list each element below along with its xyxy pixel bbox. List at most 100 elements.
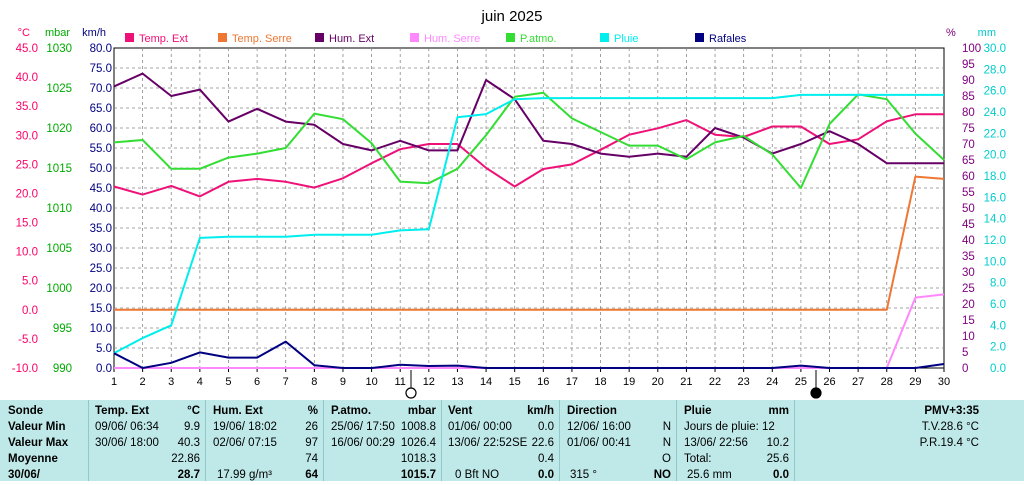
kmh-unit-label: km/h — [82, 27, 106, 39]
x-tick-label: 3 — [168, 376, 174, 388]
mm-tick-label: 4.0 — [990, 320, 1006, 332]
series-lines — [113, 72, 945, 369]
kmh-tick-label: 55.0 — [90, 143, 112, 155]
temp-tick-label: -5.0 — [18, 334, 38, 346]
x-tick-label: 5 — [225, 376, 231, 388]
stats-pmv: PMV+3:35 T.V.28.6 °C P.R.19.4 °C — [794, 400, 1024, 481]
legend-label: Temp. Serre — [232, 33, 292, 45]
series-line — [114, 175, 945, 311]
kmh-tick-label: 65.0 — [90, 103, 112, 115]
mbar-tick-label: 1015 — [46, 163, 72, 175]
legend-label: Pluie — [614, 33, 638, 45]
mbar-tick-label: 1000 — [46, 283, 72, 295]
mm-tick-label: 24.0 — [984, 107, 1006, 119]
stats-patmo: P.atmo. mbar 25/06/ 17:50 1008.8 16/06/ 00… — [323, 400, 442, 481]
pct-unit-label: % — [946, 27, 956, 39]
x-tick-label: 13 — [451, 376, 463, 388]
pct-tick-label: 55 — [962, 187, 975, 199]
x-tick-label: 9 — [340, 376, 346, 388]
temp-tick-label: 45.0 — [16, 43, 38, 55]
mm-tick-label: 30.0 — [984, 43, 1006, 55]
pct-tick-label: 50 — [962, 203, 975, 215]
kmh-tick-label: 20.0 — [90, 283, 112, 295]
mm-tick-label: 10.0 — [984, 256, 1006, 268]
kmh-tick-label: 10.0 — [90, 323, 112, 335]
temp-tick-label: 0.0 — [22, 305, 38, 317]
legend-swatch — [695, 33, 704, 42]
pct-tick-label: 25 — [962, 283, 975, 295]
series-line — [113, 340, 945, 369]
mbar-unit-label: mbar — [45, 27, 70, 39]
x-tick-label: 17 — [566, 376, 578, 388]
x-tick-label: 25 — [795, 376, 807, 388]
kmh-tick-label: 45.0 — [90, 183, 112, 195]
legend-swatch — [600, 33, 609, 42]
temp-unit-label: °C — [18, 27, 30, 39]
pct-tick-label: 60 — [962, 171, 975, 183]
x-tick-label: 8 — [311, 376, 317, 388]
x-tick-label: 29 — [909, 376, 921, 388]
x-tick-label: 15 — [509, 376, 521, 388]
stats-temp: Temp. Ext °C 09/06/ 06:34 9.9 30/06/ 18:00… — [88, 400, 206, 481]
legend-label: Temp. Ext — [139, 33, 188, 45]
pct-tick-label: 95 — [962, 59, 975, 71]
legend-swatch — [315, 33, 324, 42]
mbar-tick-label: 1020 — [46, 123, 72, 135]
mm-tick-label: 8.0 — [990, 278, 1006, 290]
weather-chart: juin 2025 1 2 3 4 5 6 7 8 9 10 11 12 13 14 15 16 17 18 19 2… — [12, 8, 1006, 399]
kmh-tick-label: 60.0 — [90, 123, 112, 135]
mm-tick-label: 2.0 — [990, 342, 1006, 354]
x-tick-label: 30 — [938, 376, 950, 388]
x-tick-label: 7 — [283, 376, 289, 388]
kmh-tick-label: 5.0 — [96, 343, 112, 355]
pct-tick-label: 15 — [962, 315, 975, 327]
stats-panel — [0, 400, 1024, 481]
temp-tick-label: 15.0 — [16, 218, 38, 230]
temp-tick-label: -10.0 — [12, 363, 38, 375]
pct-tick-label: 80 — [962, 107, 975, 119]
series-line — [113, 72, 944, 165]
kmh-tick-label: 15.0 — [90, 303, 112, 315]
kmh-tick-label: 80.0 — [90, 43, 112, 55]
kmh-tick-label: 25.0 — [90, 263, 112, 275]
kmh-tick-label: 40.0 — [90, 203, 112, 215]
mm-tick-label: 12.0 — [984, 235, 1006, 247]
kmh-tick-label: 30.0 — [90, 243, 112, 255]
legend-swatch — [410, 33, 419, 42]
x-tick-label: 27 — [852, 376, 864, 388]
pct-tick-label: 10 — [962, 331, 975, 343]
chart-title: juin 2025 — [481, 8, 543, 25]
full-moon-icon — [405, 387, 417, 399]
temp-tick-label: 20.0 — [16, 188, 38, 200]
x-tick-label: 22 — [709, 376, 721, 388]
x-tick-label: 10 — [365, 376, 377, 388]
pct-tick-label: 45 — [962, 219, 975, 231]
temp-tick-label: 35.0 — [16, 101, 38, 113]
x-tick-label: 2 — [140, 376, 146, 388]
x-tick-label: 19 — [623, 376, 635, 388]
pct-tick-label: 20 — [962, 299, 975, 311]
mm-tick-label: 16.0 — [984, 192, 1006, 204]
temp-tick-label: 5.0 — [22, 276, 38, 288]
mm-tick-label: 22.0 — [984, 128, 1006, 140]
mbar-tick-label: 1010 — [46, 203, 72, 215]
x-tick-label: 6 — [254, 376, 260, 388]
mm-tick-label: 0.0 — [990, 363, 1006, 375]
pct-tick-label: 70 — [962, 139, 975, 151]
x-tick-label: 1 — [111, 376, 117, 388]
grid: 1 2 3 4 5 6 7 8 9 10 11 12 13 14 15 16 17 18 19 20 21 22 23 24 2… — [111, 47, 950, 388]
x-tick-label: 14 — [480, 376, 492, 388]
x-tick-label: 16 — [537, 376, 549, 388]
temp-tick-label: 30.0 — [16, 130, 38, 142]
mm-tick-label: 20.0 — [984, 150, 1006, 162]
legend-swatch — [218, 33, 227, 42]
pct-tick-label: 30 — [962, 267, 975, 279]
series-line — [113, 93, 944, 354]
pct-tick-label: 5 — [962, 347, 968, 359]
kmh-tick-label: 35.0 — [90, 223, 112, 235]
mbar-tick-label: 990 — [53, 363, 72, 375]
kmh-tick-label: 70.0 — [90, 83, 112, 95]
x-tick-label: 20 — [652, 376, 664, 388]
pct-tick-label: 90 — [962, 75, 975, 87]
stats-sonde: Sonde Valeur Min Valeur Max Moyenne 30/0… — [8, 405, 69, 481]
